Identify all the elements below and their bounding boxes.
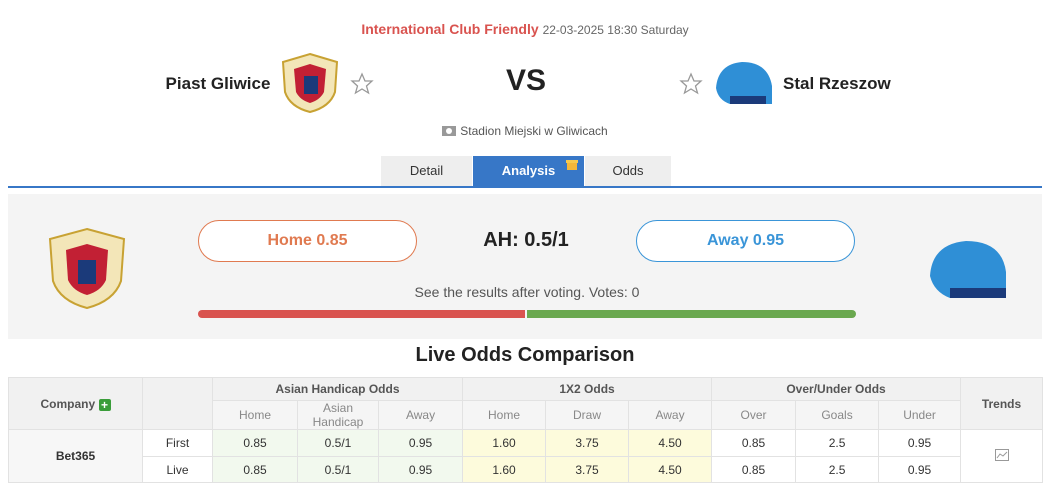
sub-header: Goals (795, 400, 880, 430)
vote-away-button[interactable]: Away 0.95 (636, 220, 855, 262)
type-header (142, 377, 213, 430)
odds-value: 3.75 (545, 456, 630, 483)
odds-value: 4.50 (628, 429, 713, 457)
odds-value: 0.95 (878, 429, 962, 457)
row-type: Live (142, 456, 213, 483)
odds-value: 0.5/1 (297, 429, 379, 457)
odds-value: 0.95 (878, 456, 962, 483)
home-team: Piast Gliwice (165, 74, 271, 93)
vote-home-button[interactable]: Home 0.85 (198, 220, 417, 262)
vote-note: See the results after voting. Votes: 0 (414, 284, 640, 300)
odds-value: 3.75 (545, 429, 630, 457)
odds-table: Company + Asian Handicap Odds 1X2 Odds O… (8, 377, 1044, 483)
handicap: AH: 0.5/1 (483, 229, 569, 251)
vote-bar-home (198, 310, 525, 318)
odds-row: Bet365 First 0.85 0.5/1 0.95 1.60 3.75 4.50 0.85… (8, 429, 1044, 483)
sub-header: Draw (545, 400, 630, 430)
odds-value: 0.5/1 (297, 456, 379, 483)
venue-icon (442, 126, 457, 136)
sub-header: Over (711, 400, 797, 430)
trends-icon[interactable] (994, 448, 1009, 461)
sub-header: Away (628, 400, 713, 430)
tab-underline (8, 186, 1042, 188)
home-logo (281, 52, 339, 114)
add-company[interactable]: + (98, 398, 111, 411)
tab[interactable]: Detail (381, 156, 472, 186)
group-header: Asian Handicap Odds (211, 377, 464, 401)
odds-value: 0.85 (711, 429, 797, 457)
odds-value: 0.85 (212, 456, 298, 483)
venue-row: Stadion Miejski w Gliwicach (0, 124, 1050, 138)
venue: Stadion Miejski w Gliwicach (460, 124, 608, 138)
group-header: 1X2 Odds (462, 377, 713, 401)
odds-value: 0.85 (711, 456, 797, 483)
match-header: International Club Friendly 22-03-2025 1… (0, 21, 1050, 37)
odds-value: 4.50 (628, 456, 713, 483)
tab-active[interactable]: Analysis (473, 156, 584, 186)
away-logo (930, 241, 1006, 298)
tab[interactable]: Odds (585, 156, 671, 186)
sub-header: Home (462, 400, 547, 430)
sub-header: Asian Handicap (297, 400, 379, 430)
vs: VS (505, 64, 547, 97)
odds-value: 2.5 (795, 429, 880, 457)
odds-value: 2.5 (795, 456, 880, 483)
trends-header: Trends (960, 377, 1044, 430)
sub-header: Under (878, 400, 962, 430)
vote-panel (8, 194, 1042, 339)
away-team: Stal Rzeszow (783, 74, 891, 93)
odds-value: 1.60 (462, 429, 547, 457)
vote-bar-away (527, 310, 856, 318)
odds-value: 0.95 (377, 429, 464, 457)
datetime: 22-03-2025 18:30 Saturday (542, 23, 689, 37)
odds-value: 0.95 (377, 456, 464, 483)
odds-value: 1.60 (462, 456, 547, 483)
trends-cell (960, 429, 1044, 483)
competition: International Club Friendly (361, 21, 539, 37)
favorite-star[interactable] (350, 72, 374, 96)
company-header: Company (40, 396, 96, 411)
sub-header: Away (377, 400, 464, 430)
odds-row: Live 0.85 0.5/1 0.95 1.60 3.75 4.50 0.85 2.5 0.95 (9, 456, 1043, 483)
row-type: First (142, 429, 213, 457)
odds-title: Live Odds Comparison (415, 344, 635, 366)
sub-header: Home (212, 400, 298, 430)
favorite-star[interactable] (679, 72, 703, 96)
odds-value: 0.85 (212, 429, 298, 457)
company: Bet365 (8, 429, 143, 483)
gift-icon (566, 160, 578, 170)
group-header: Over/Under Odds (711, 377, 962, 401)
away-logo (716, 62, 772, 104)
company-header-cell: Company + (8, 377, 143, 430)
home-logo (48, 227, 126, 310)
